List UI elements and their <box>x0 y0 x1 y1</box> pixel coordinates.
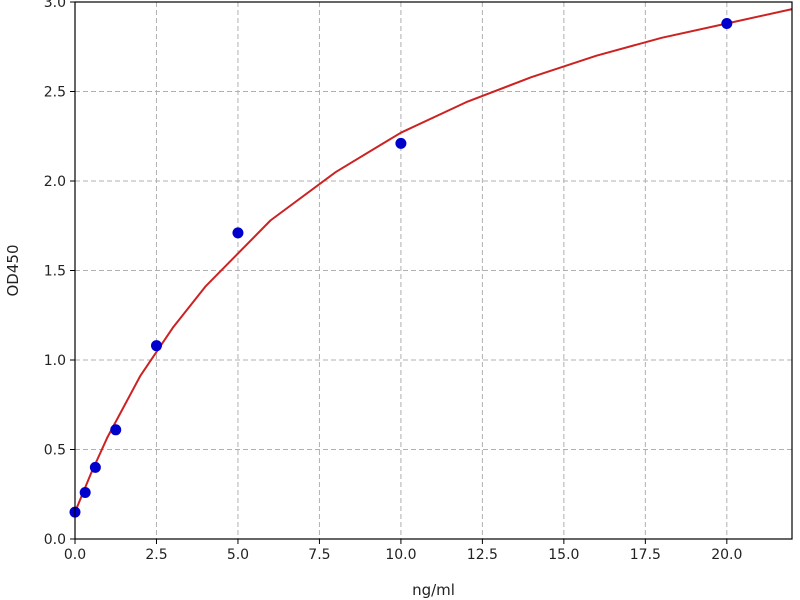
fit-curve-line <box>74 8 793 513</box>
data-point <box>89 461 101 473</box>
data-point <box>110 424 122 436</box>
x-tick-label: 12.5 <box>467 547 498 563</box>
x-tick-label: 17.5 <box>630 547 661 563</box>
y-tick-label: 0.5 <box>44 443 66 459</box>
data-point <box>395 137 407 149</box>
data-point <box>150 340 162 352</box>
x-tick-label: 0.0 <box>64 547 86 563</box>
x-tick-label: 20.0 <box>711 547 742 563</box>
x-tick-label: 2.5 <box>145 547 167 563</box>
y-tick-label: 1.5 <box>44 264 66 280</box>
x-tick-label: 5.0 <box>227 547 249 563</box>
y-tick-label: 1.0 <box>44 353 66 369</box>
data-point <box>232 227 244 239</box>
x-tick-label: 15.0 <box>548 547 579 563</box>
x-tick-label: 10.0 <box>385 547 416 563</box>
data-point <box>79 486 91 498</box>
y-tick-label: 3.0 <box>44 0 66 11</box>
grid <box>74 1 792 540</box>
y-axis-label: OD450 <box>4 245 22 297</box>
y-tick-label: 2.5 <box>44 85 66 101</box>
x-tick-label: 7.5 <box>308 547 330 563</box>
x-axis-label: ng/ml <box>412 581 455 599</box>
y-tick-label: 2.0 <box>44 174 66 190</box>
fit-curve-layer <box>74 8 793 513</box>
data-points-layer <box>69 17 733 518</box>
y-tick-label: 0.0 <box>44 532 66 548</box>
ticks: 0.0 2.5 5.0 7.5 10.0 12.5 15.0 17.5 20.0 0.0 0.5 1.… <box>44 0 743 563</box>
data-point <box>721 17 733 29</box>
